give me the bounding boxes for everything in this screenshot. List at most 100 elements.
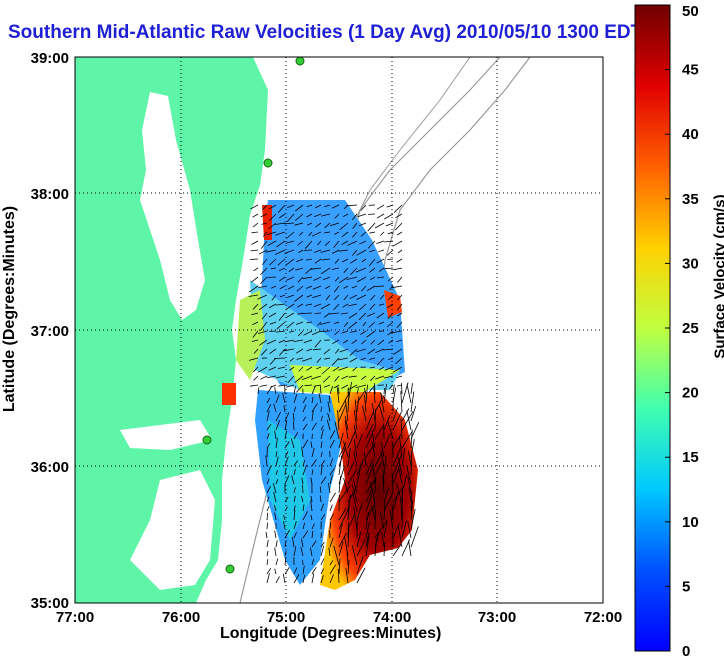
y-tick-label: 38:00 [31, 186, 69, 203]
velocity-vector [312, 285, 322, 290]
velocity-vector [366, 285, 376, 291]
velocity-vector [311, 459, 317, 467]
x-tick-label: 76:00 [162, 609, 200, 626]
velocity-vector [376, 312, 385, 319]
velocity-vector [320, 459, 326, 467]
velocity-vector [355, 267, 367, 273]
velocity-vector [352, 222, 358, 229]
velocity-vector [258, 285, 268, 288]
velocity-vector [350, 330, 358, 333]
velocity-vector [297, 303, 304, 308]
velocity-vector [338, 509, 349, 530]
colorbar-tick-label: 10 [682, 514, 699, 531]
colorbar [634, 4, 671, 652]
velocity-vector [294, 213, 304, 222]
radar-site-marker [202, 435, 212, 445]
velocity-vector [367, 240, 376, 249]
velocity-vector [252, 321, 259, 326]
velocity-vector [266, 423, 272, 431]
velocity-vector [331, 204, 340, 209]
velocity-vector [302, 416, 307, 422]
velocity-vector [276, 240, 286, 248]
velocity-vector [388, 357, 394, 360]
velocity-vector [274, 222, 286, 225]
velocity-vector [266, 397, 271, 404]
velocity-vector [320, 558, 325, 566]
velocity-vector [347, 448, 351, 467]
colorbar-tick-label: 5 [682, 578, 690, 595]
velocity-vector [376, 204, 385, 210]
velocity-vector [305, 303, 313, 306]
velocity-vector [344, 416, 349, 431]
velocity-vector [267, 276, 277, 278]
velocity-vector [324, 222, 331, 229]
velocity-vector [320, 451, 323, 458]
velocity-vector [324, 204, 331, 208]
velocity-vector [302, 504, 305, 512]
velocity-vector [313, 384, 322, 387]
velocity-vector [271, 294, 277, 301]
velocity-vector [266, 339, 277, 345]
velocity-vector [391, 503, 394, 521]
velocity-vector [358, 312, 367, 321]
velocity-vector [374, 408, 376, 431]
velocity-vector [382, 475, 385, 494]
velocity-vector [283, 222, 295, 225]
velocity-vector [347, 240, 358, 246]
velocity-vector [337, 568, 340, 584]
velocity-vector [380, 392, 385, 413]
velocity-vector [251, 339, 259, 342]
velocity-vector [329, 513, 335, 521]
velocity-vector [301, 357, 313, 362]
velocity-vector [352, 492, 358, 512]
velocity-vector [376, 213, 385, 219]
velocity-vector [354, 399, 358, 422]
velocity-vector [257, 387, 260, 395]
velocity-vector [306, 204, 313, 208]
velocity-vector [311, 231, 322, 237]
velocity-vector [367, 312, 376, 317]
velocity-vector [334, 231, 340, 235]
velocity-vector [310, 375, 322, 380]
velocity-vector [260, 276, 268, 284]
velocity-vector [338, 357, 349, 361]
velocity-vector [317, 321, 322, 326]
velocity-vector [320, 385, 322, 395]
velocity-vector [374, 520, 388, 539]
velocity-vector [311, 573, 315, 584]
velocity-vector [301, 375, 313, 381]
velocity-vector [285, 384, 295, 388]
velocity-vector [332, 249, 340, 254]
velocity-vector [367, 348, 376, 355]
velocity-vector [338, 558, 341, 575]
velocity-vector [272, 483, 277, 494]
velocity-vector [322, 375, 331, 383]
velocity-vector [334, 330, 340, 336]
velocity-vector [293, 510, 296, 521]
velocity-vector [374, 425, 384, 440]
velocity-vector [374, 452, 383, 467]
velocity-vector [312, 348, 322, 351]
velocity-vector [365, 424, 374, 440]
velocity-vector [311, 469, 314, 476]
y-tick-label: 37:00 [31, 323, 69, 340]
velocity-vector [301, 495, 304, 503]
velocity-vector [331, 357, 340, 366]
velocity-vector [357, 213, 367, 218]
velocity-vector [257, 294, 268, 300]
velocity-vector [275, 437, 278, 449]
velocity-vector [349, 258, 358, 264]
velocity-vector [378, 303, 385, 306]
velocity-vector [387, 330, 394, 336]
velocity-vector [252, 330, 259, 338]
velocity-vector [320, 513, 326, 521]
x-tick-label: 72:00 [584, 609, 622, 626]
chesapeake-bay [140, 92, 205, 320]
velocity-vector [250, 249, 259, 252]
pamlico-sound [130, 470, 215, 590]
velocity-vector [257, 366, 268, 373]
velocity-vector [284, 567, 290, 575]
velocity-vector [401, 411, 414, 431]
velocity-vector [295, 321, 304, 325]
